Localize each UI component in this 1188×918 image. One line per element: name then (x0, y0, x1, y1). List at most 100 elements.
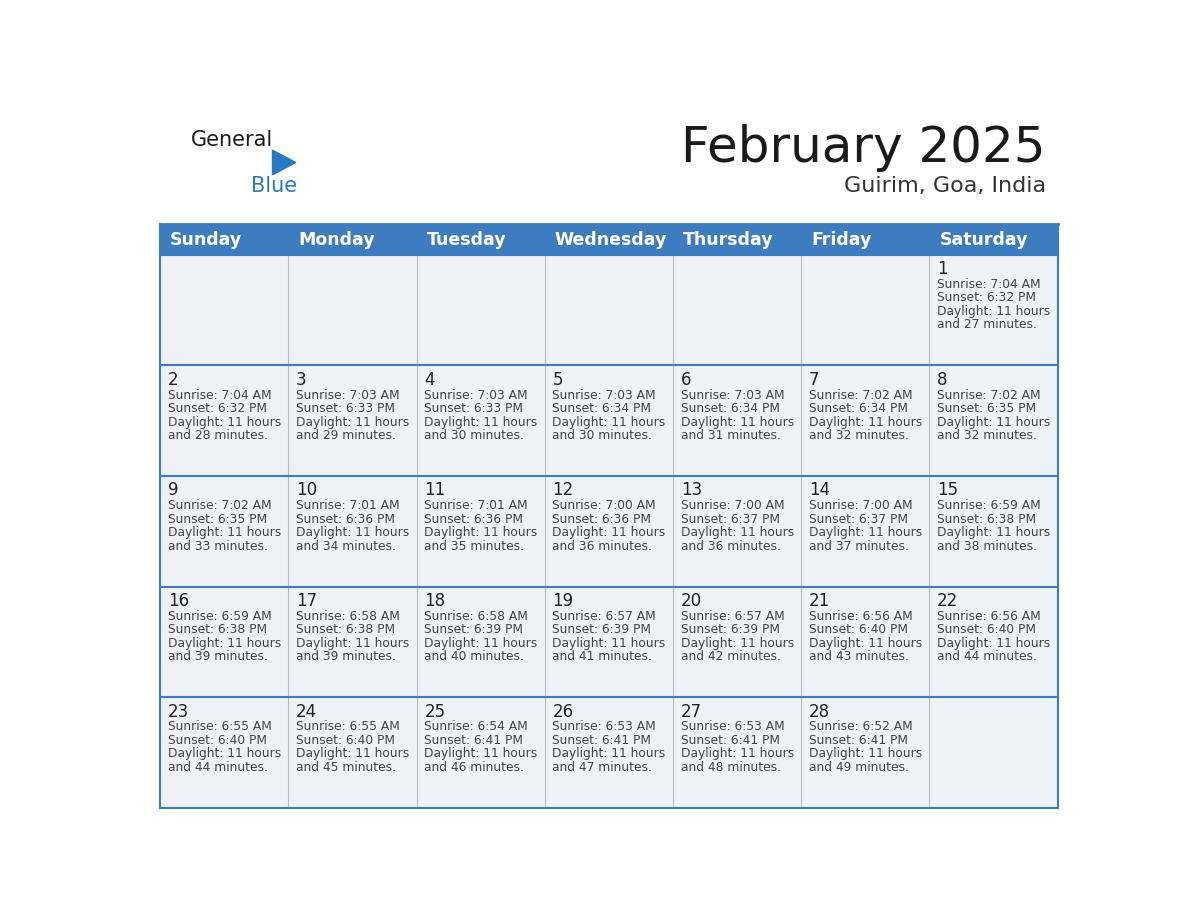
Text: Daylight: 11 hours: Daylight: 11 hours (168, 526, 282, 539)
Text: Blue: Blue (251, 176, 297, 196)
Text: Daylight: 11 hours: Daylight: 11 hours (552, 747, 665, 760)
Text: Sunrise: 7:02 AM: Sunrise: 7:02 AM (809, 388, 912, 401)
Text: and 34 minutes.: and 34 minutes. (296, 540, 396, 553)
Text: and 41 minutes.: and 41 minutes. (552, 650, 652, 663)
Text: Thursday: Thursday (683, 230, 773, 249)
Text: Daylight: 11 hours: Daylight: 11 hours (552, 416, 665, 429)
Text: and 44 minutes.: and 44 minutes. (937, 650, 1037, 663)
Text: Daylight: 11 hours: Daylight: 11 hours (296, 637, 410, 650)
Bar (672, 224, 801, 255)
Text: and 47 minutes.: and 47 minutes. (552, 761, 652, 774)
Text: Sunset: 6:39 PM: Sunset: 6:39 PM (424, 623, 523, 636)
Bar (545, 224, 672, 255)
Text: and 38 minutes.: and 38 minutes. (937, 540, 1037, 553)
Text: Sunset: 6:37 PM: Sunset: 6:37 PM (681, 512, 779, 526)
Text: and 45 minutes.: and 45 minutes. (296, 761, 396, 774)
Text: 15: 15 (937, 481, 959, 499)
Text: February 2025: February 2025 (682, 124, 1045, 172)
Text: Daylight: 11 hours: Daylight: 11 hours (168, 747, 282, 760)
Text: Monday: Monday (298, 230, 375, 249)
Text: 12: 12 (552, 481, 574, 499)
Text: Sunset: 6:32 PM: Sunset: 6:32 PM (168, 402, 267, 415)
Text: and 33 minutes.: and 33 minutes. (168, 540, 267, 553)
Text: Daylight: 11 hours: Daylight: 11 hours (552, 637, 665, 650)
Text: 10: 10 (296, 481, 317, 499)
Text: Daylight: 11 hours: Daylight: 11 hours (296, 416, 410, 429)
Text: Daylight: 11 hours: Daylight: 11 hours (168, 416, 282, 429)
Text: 2: 2 (168, 371, 178, 389)
Bar (929, 224, 1057, 255)
Text: 19: 19 (552, 592, 574, 610)
Text: Sunrise: 6:55 AM: Sunrise: 6:55 AM (168, 721, 272, 733)
Text: and 40 minutes.: and 40 minutes. (424, 650, 524, 663)
Bar (160, 476, 1057, 587)
Text: and 29 minutes.: and 29 minutes. (296, 429, 396, 442)
Text: 17: 17 (296, 592, 317, 610)
Text: and 35 minutes.: and 35 minutes. (424, 540, 524, 553)
Text: Sunrise: 6:57 AM: Sunrise: 6:57 AM (552, 610, 656, 622)
Text: Sunrise: 7:01 AM: Sunrise: 7:01 AM (424, 499, 527, 512)
Text: 4: 4 (424, 371, 435, 389)
Text: 20: 20 (681, 592, 702, 610)
Text: Daylight: 11 hours: Daylight: 11 hours (809, 747, 922, 760)
Text: Daylight: 11 hours: Daylight: 11 hours (681, 747, 794, 760)
Text: Sunrise: 7:00 AM: Sunrise: 7:00 AM (809, 499, 912, 512)
Text: Sunrise: 7:04 AM: Sunrise: 7:04 AM (937, 278, 1041, 291)
Text: and 27 minutes.: and 27 minutes. (937, 319, 1037, 331)
Text: 3: 3 (296, 371, 307, 389)
Text: 11: 11 (424, 481, 446, 499)
Text: Sunset: 6:34 PM: Sunset: 6:34 PM (681, 402, 779, 415)
Bar (160, 224, 289, 255)
Text: and 46 minutes.: and 46 minutes. (424, 761, 524, 774)
Text: Sunrise: 6:57 AM: Sunrise: 6:57 AM (681, 610, 784, 622)
Text: Daylight: 11 hours: Daylight: 11 hours (937, 526, 1050, 539)
Text: Sunrise: 7:03 AM: Sunrise: 7:03 AM (681, 388, 784, 401)
Text: 9: 9 (168, 481, 178, 499)
Text: and 32 minutes.: and 32 minutes. (937, 429, 1037, 442)
Text: Daylight: 11 hours: Daylight: 11 hours (681, 637, 794, 650)
Text: Guirim, Goa, India: Guirim, Goa, India (843, 175, 1045, 196)
Text: Daylight: 11 hours: Daylight: 11 hours (296, 526, 410, 539)
Text: Sunset: 6:36 PM: Sunset: 6:36 PM (296, 512, 396, 526)
Text: Daylight: 11 hours: Daylight: 11 hours (937, 305, 1050, 318)
Text: Sunset: 6:40 PM: Sunset: 6:40 PM (937, 623, 1036, 636)
Text: 16: 16 (168, 592, 189, 610)
Text: General: General (191, 130, 273, 151)
Text: Tuesday: Tuesday (426, 230, 506, 249)
Text: and 36 minutes.: and 36 minutes. (681, 540, 781, 553)
Text: Sunrise: 6:56 AM: Sunrise: 6:56 AM (809, 610, 912, 622)
Text: Sunset: 6:40 PM: Sunset: 6:40 PM (809, 623, 908, 636)
Text: 6: 6 (681, 371, 691, 389)
Text: and 49 minutes.: and 49 minutes. (809, 761, 909, 774)
Text: Daylight: 11 hours: Daylight: 11 hours (424, 526, 537, 539)
Text: Sunrise: 7:03 AM: Sunrise: 7:03 AM (424, 388, 527, 401)
Text: Daylight: 11 hours: Daylight: 11 hours (424, 416, 537, 429)
Text: Saturday: Saturday (940, 230, 1028, 249)
Text: 14: 14 (809, 481, 830, 499)
Text: 1: 1 (937, 261, 948, 278)
Bar (160, 587, 1057, 697)
Text: Sunset: 6:40 PM: Sunset: 6:40 PM (296, 733, 396, 746)
Text: Daylight: 11 hours: Daylight: 11 hours (809, 416, 922, 429)
Text: Sunrise: 7:01 AM: Sunrise: 7:01 AM (296, 499, 399, 512)
Text: 22: 22 (937, 592, 959, 610)
Text: and 39 minutes.: and 39 minutes. (296, 650, 396, 663)
Text: and 44 minutes.: and 44 minutes. (168, 761, 267, 774)
Text: Friday: Friday (811, 230, 872, 249)
Text: Daylight: 11 hours: Daylight: 11 hours (424, 747, 537, 760)
Text: 7: 7 (809, 371, 820, 389)
Text: Sunset: 6:34 PM: Sunset: 6:34 PM (552, 402, 651, 415)
Text: 26: 26 (552, 702, 574, 721)
Text: 24: 24 (296, 702, 317, 721)
Text: Sunset: 6:41 PM: Sunset: 6:41 PM (809, 733, 908, 746)
Text: and 30 minutes.: and 30 minutes. (552, 429, 652, 442)
Text: Sunrise: 6:55 AM: Sunrise: 6:55 AM (296, 721, 400, 733)
Bar (160, 365, 1057, 476)
Bar (289, 224, 417, 255)
Text: Daylight: 11 hours: Daylight: 11 hours (424, 637, 537, 650)
Text: Sunrise: 6:52 AM: Sunrise: 6:52 AM (809, 721, 912, 733)
Text: Sunset: 6:41 PM: Sunset: 6:41 PM (552, 733, 651, 746)
Text: Sunset: 6:39 PM: Sunset: 6:39 PM (681, 623, 779, 636)
Text: Daylight: 11 hours: Daylight: 11 hours (552, 526, 665, 539)
Text: 13: 13 (681, 481, 702, 499)
